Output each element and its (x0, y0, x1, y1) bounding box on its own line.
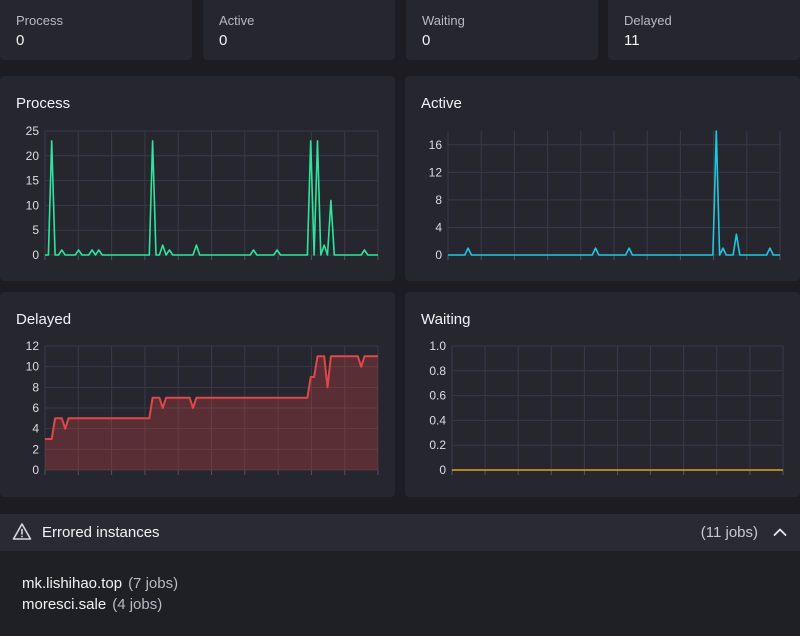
errored-instances-header[interactable]: Errored instances (11 jobs) (0, 514, 800, 551)
warning-icon (12, 523, 32, 540)
active-chart: 16 12 8 4 0 (429, 130, 781, 262)
active-chart-panel: Active 16 12 8 4 0 (405, 76, 800, 281)
series-line (45, 355, 378, 440)
stat-card-delayed: Delayed 11 (608, 0, 800, 60)
waiting-chart: 1.0 0.8 0.6 0.4 0.2 0 (429, 339, 784, 477)
chart-title: Waiting (421, 311, 471, 328)
y-tick-label: 0 (32, 463, 39, 477)
stat-card-waiting: Waiting 0 (406, 0, 598, 60)
series-line (448, 130, 780, 256)
stat-value: 0 (219, 32, 228, 49)
instance-jobs: (7 jobs) (128, 575, 179, 592)
y-tick-label: 0 (439, 463, 446, 477)
stat-label: Active (219, 13, 255, 28)
errored-instances-list: mk.lishihao.top (7 jobs) moresci.sale (4 j… (0, 551, 800, 636)
errored-instances-title: Errored instances (42, 524, 160, 541)
stat-label: Process (16, 13, 63, 28)
y-tick-label: 4 (435, 220, 442, 234)
y-tick-label: 10 (26, 360, 40, 374)
chevron-up-icon[interactable] (772, 524, 788, 540)
stat-card-process: Process 0 (0, 0, 192, 60)
y-tick-label: 5 (32, 223, 39, 237)
stat-label: Waiting (422, 13, 465, 28)
y-tick-label: 25 (26, 124, 40, 138)
waiting-chart-panel: Waiting 1.0 0.8 0.6 0.4 0.2 0 (405, 292, 800, 497)
y-tick-label: 20 (26, 149, 40, 163)
y-tick-label: 8 (32, 380, 39, 394)
chart-title: Delayed (16, 311, 72, 328)
series-area (45, 356, 378, 470)
process-chart-panel: Process 25 20 15 10 5 0 (0, 76, 395, 281)
stat-label: Delayed (624, 13, 672, 28)
errored-jobs-count: (11 jobs) (700, 524, 758, 541)
instance-jobs: (4 jobs) (112, 596, 163, 613)
process-chart: 25 20 15 10 5 0 (26, 124, 379, 262)
y-tick-label: 0.6 (429, 389, 446, 403)
instance-host: moresci.sale (22, 596, 107, 613)
chart-title: Process (16, 95, 71, 112)
y-tick-label: 16 (429, 138, 443, 152)
delayed-chart-panel: Delayed 12 10 8 6 4 2 0 (0, 292, 395, 497)
y-tick-label: 8 (435, 193, 442, 207)
y-tick-label: 0.8 (429, 364, 446, 378)
y-tick-label: 1.0 (429, 339, 446, 353)
series-line (45, 140, 378, 256)
y-tick-label: 12 (26, 339, 40, 353)
delayed-chart: 12 10 8 6 4 2 0 (26, 339, 379, 477)
y-tick-label: 6 (32, 401, 39, 415)
stat-card-active: Active 0 (203, 0, 395, 60)
list-item: moresci.sale (4 jobs) (22, 596, 162, 613)
y-tick-label: 0.4 (429, 413, 446, 427)
y-tick-label: 10 (26, 198, 40, 212)
stat-value: 0 (422, 32, 431, 49)
y-tick-label: 4 (32, 422, 39, 436)
y-tick-label: 12 (429, 165, 443, 179)
y-tick-label: 0 (32, 248, 39, 262)
y-tick-label: 0.2 (429, 438, 446, 452)
stat-value: 0 (16, 32, 25, 49)
y-tick-label: 0 (435, 248, 442, 262)
y-tick-label: 15 (26, 174, 40, 188)
instance-host: mk.lishihao.top (22, 575, 123, 592)
y-tick-label: 2 (32, 442, 39, 456)
chart-title: Active (421, 95, 462, 112)
stat-value: 11 (624, 32, 640, 49)
list-item: mk.lishihao.top (7 jobs) (22, 575, 178, 592)
